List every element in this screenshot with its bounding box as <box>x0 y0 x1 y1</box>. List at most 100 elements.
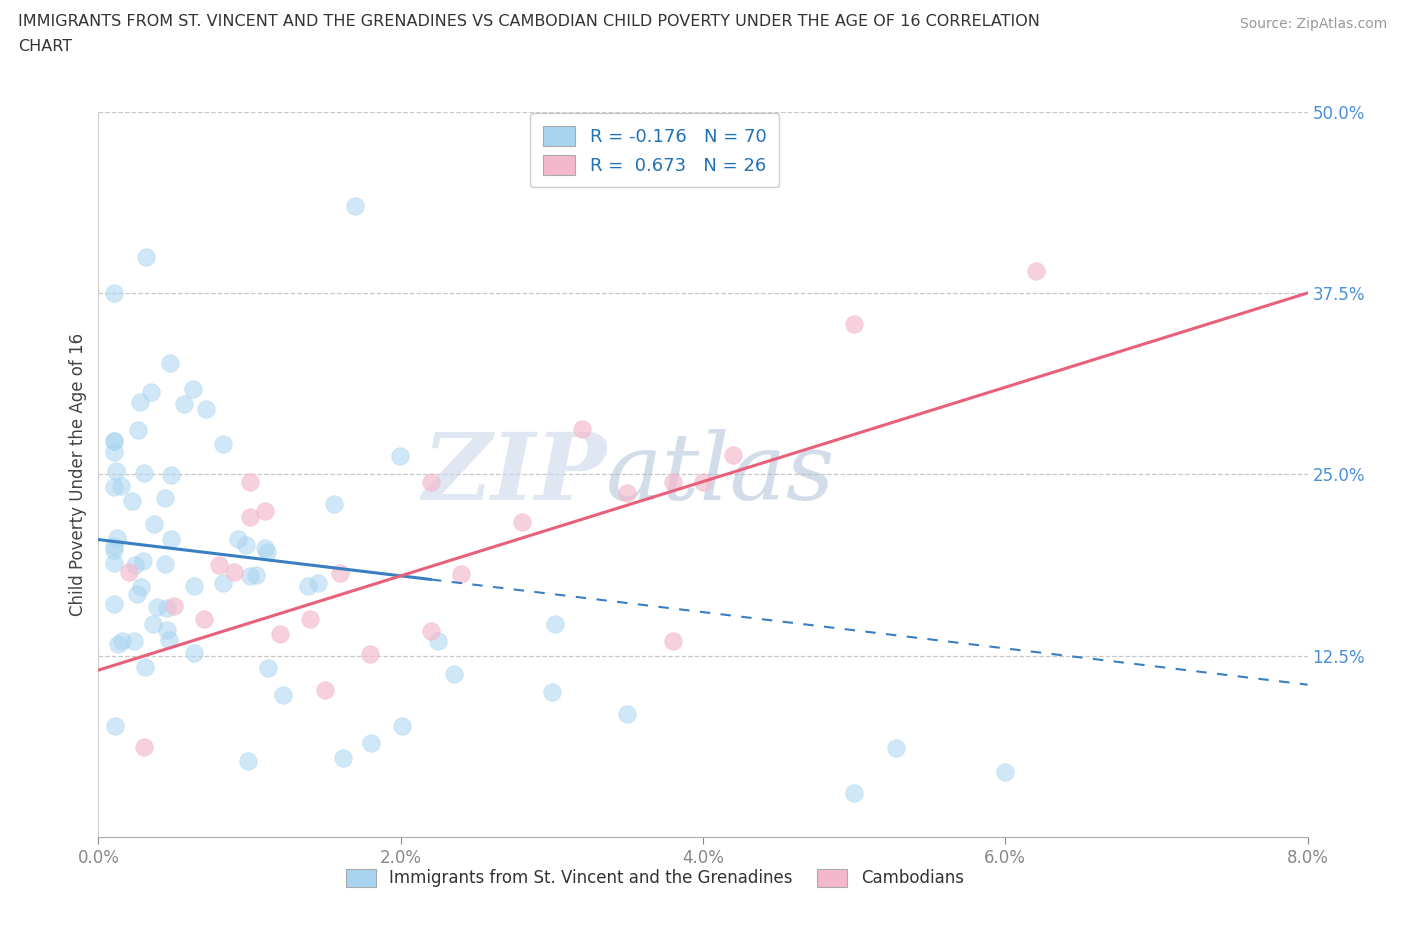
Point <box>226 531 249 546</box>
Point <box>323 497 346 512</box>
Point <box>129 395 152 410</box>
Point <box>443 666 465 681</box>
Point <box>360 736 382 751</box>
Text: Source: ZipAtlas.com: Source: ZipAtlas.com <box>1240 17 1388 31</box>
Point <box>139 384 162 399</box>
Point <box>103 433 125 448</box>
Point <box>129 580 152 595</box>
Point <box>103 480 125 495</box>
Point <box>125 586 148 601</box>
Point <box>1025 264 1047 279</box>
Point <box>239 568 262 583</box>
Point <box>723 447 745 462</box>
Point <box>661 474 683 489</box>
Y-axis label: Child Poverty Under the Age of 16: Child Poverty Under the Age of 16 <box>69 333 87 616</box>
Point <box>183 645 205 660</box>
Point <box>257 660 280 675</box>
Point <box>142 617 165 631</box>
Point <box>844 316 866 331</box>
Point <box>236 754 259 769</box>
Text: IMMIGRANTS FROM ST. VINCENT AND THE GRENADINES VS CAMBODIAN CHILD POVERTY UNDER : IMMIGRANTS FROM ST. VINCENT AND THE GREN… <box>18 14 1040 29</box>
Point <box>884 741 907 756</box>
Point <box>103 434 125 449</box>
Point <box>156 622 179 637</box>
Point <box>124 557 146 572</box>
Point <box>661 633 683 648</box>
Point <box>540 684 562 699</box>
Point <box>156 601 179 616</box>
Text: CHART: CHART <box>18 39 72 54</box>
Point <box>163 598 186 613</box>
Point <box>103 555 125 570</box>
Point <box>183 578 205 593</box>
Point <box>273 687 295 702</box>
Point <box>235 538 257 552</box>
Point <box>253 541 276 556</box>
Point <box>103 286 125 300</box>
Point <box>146 599 169 614</box>
Point <box>194 401 217 416</box>
Point <box>159 356 181 371</box>
Legend: Immigrants from St. Vincent and the Grenadines, Cambodians: Immigrants from St. Vincent and the Gren… <box>339 862 970 894</box>
Point <box>360 646 382 661</box>
Point <box>253 504 276 519</box>
Point <box>103 445 125 459</box>
Point <box>344 198 367 213</box>
Point <box>111 633 134 648</box>
Point <box>245 567 267 582</box>
Point <box>181 381 204 396</box>
Point <box>571 421 593 436</box>
Point <box>118 565 141 580</box>
Point <box>692 474 714 489</box>
Point <box>616 706 638 721</box>
Point <box>297 578 319 593</box>
Text: atlas: atlas <box>606 430 835 519</box>
Point <box>391 719 413 734</box>
Point <box>208 558 231 573</box>
Point <box>388 448 411 463</box>
Point <box>160 532 183 547</box>
Point <box>544 617 567 631</box>
Point <box>134 660 156 675</box>
Point <box>239 510 262 525</box>
Point <box>110 479 132 494</box>
Point <box>103 538 125 553</box>
Text: ZIP: ZIP <box>422 430 606 519</box>
Point <box>616 485 638 500</box>
Point <box>256 544 278 559</box>
Point <box>107 637 129 652</box>
Point <box>142 517 165 532</box>
Point <box>104 464 127 479</box>
Point <box>132 553 155 568</box>
Point <box>135 250 157 265</box>
Point <box>307 576 329 591</box>
Point <box>314 683 336 698</box>
Point <box>121 493 143 508</box>
Point <box>122 633 145 648</box>
Point <box>153 557 176 572</box>
Point <box>153 490 176 505</box>
Point <box>269 627 291 642</box>
Point <box>132 740 155 755</box>
Point <box>994 764 1017 779</box>
Point <box>420 474 443 489</box>
Point <box>299 612 322 627</box>
Point <box>157 632 180 647</box>
Point <box>173 396 195 411</box>
Point <box>332 751 354 765</box>
Point <box>212 576 235 591</box>
Point <box>105 531 128 546</box>
Point <box>193 612 215 627</box>
Point <box>104 719 127 734</box>
Point <box>132 466 155 481</box>
Point <box>160 467 183 482</box>
Point <box>844 786 866 801</box>
Point <box>224 565 246 579</box>
Point <box>420 623 443 638</box>
Point <box>211 436 233 451</box>
Point <box>103 543 125 558</box>
Point <box>103 596 125 611</box>
Point <box>127 423 149 438</box>
Point <box>510 514 533 529</box>
Point <box>450 566 472 581</box>
